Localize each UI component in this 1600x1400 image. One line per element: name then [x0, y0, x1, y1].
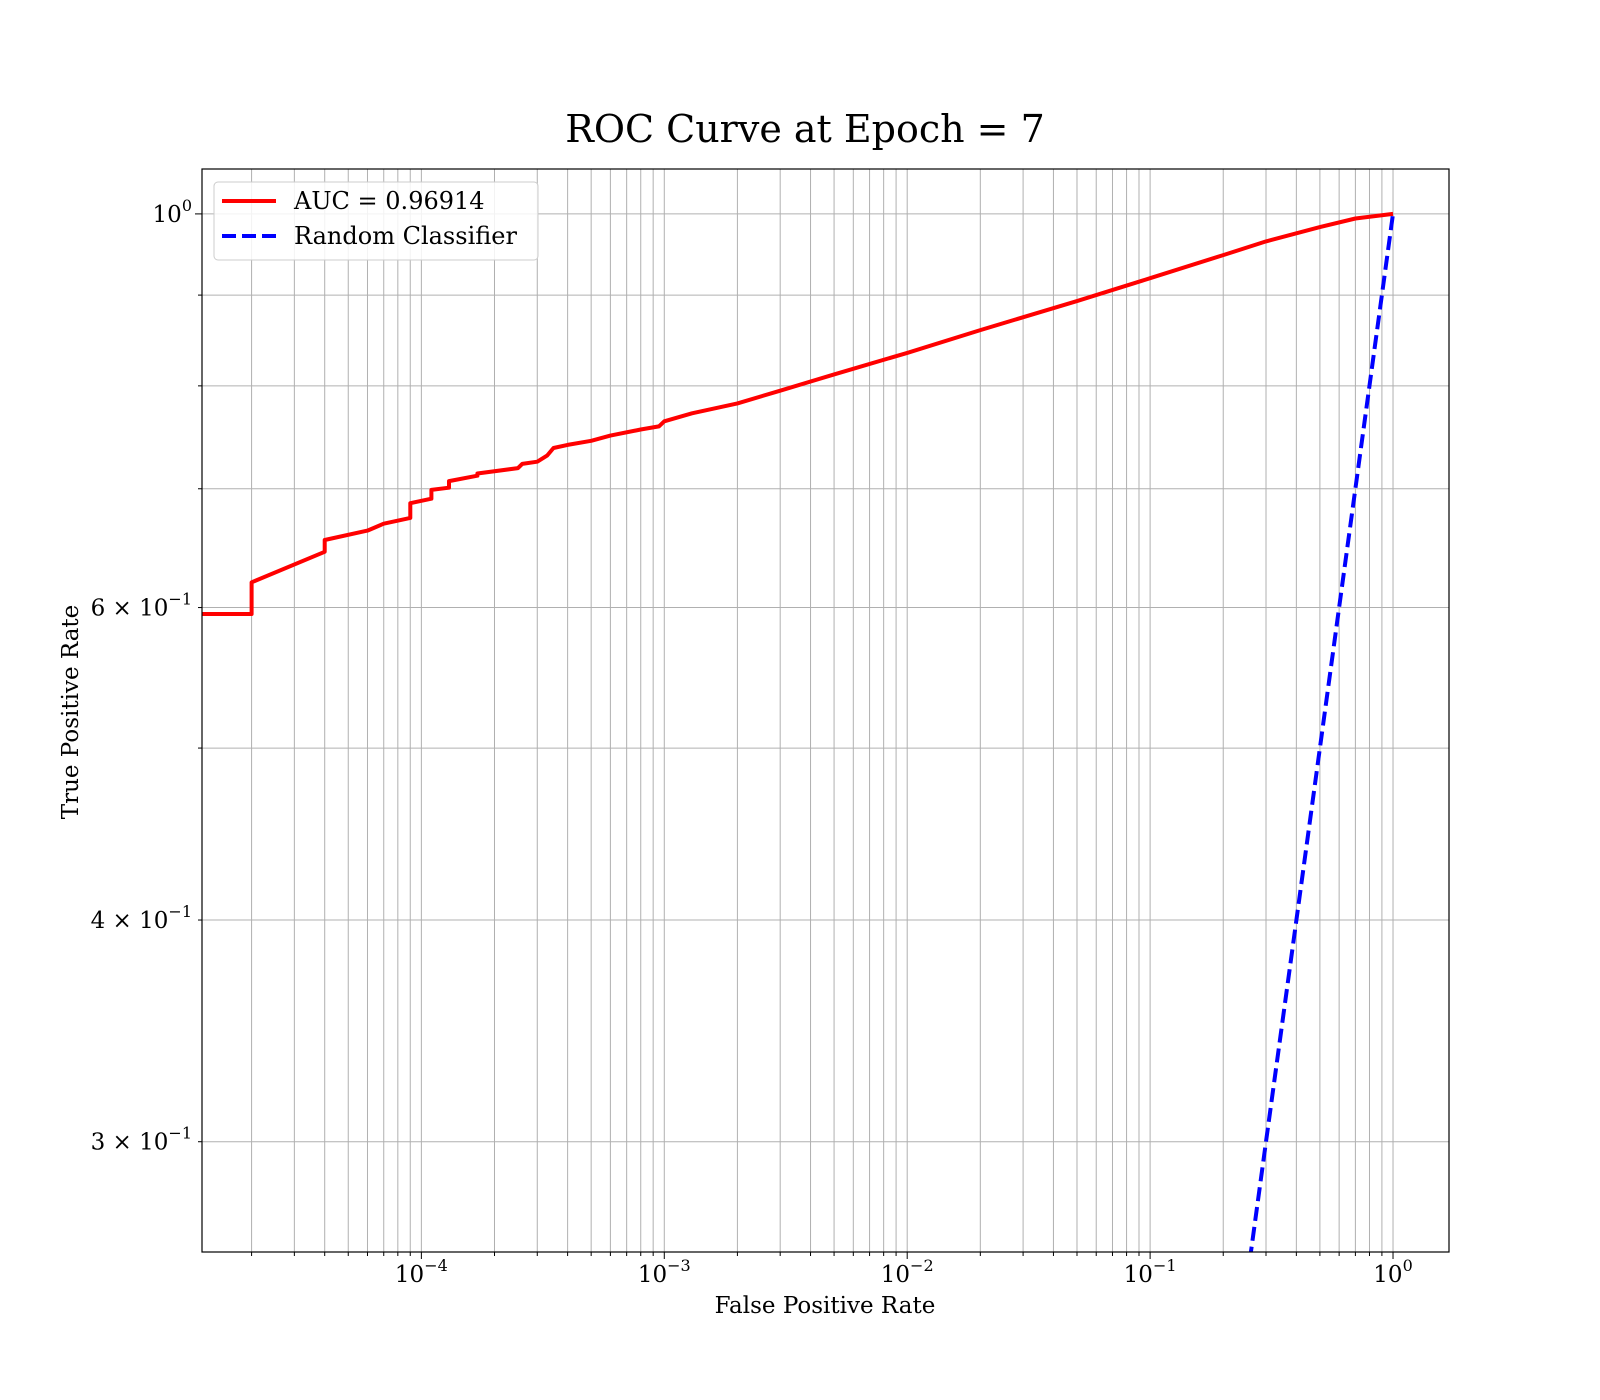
x-tick-label: 10−3 — [638, 1256, 691, 1288]
y-axis-label: True Positive Rate — [58, 605, 84, 820]
x-tick-label: 10−2 — [881, 1256, 934, 1288]
y-tick-label: 6 × 10−1 — [91, 590, 192, 622]
x-tick-label: 10−1 — [1124, 1256, 1177, 1288]
y-ticks: 100 6 × 10−1 4 × 10−1 3 × 10−1 — [91, 196, 202, 1156]
legend: AUC = 0.96914 Random Classifier — [213, 181, 539, 261]
x-tick-label: 100 — [1373, 1256, 1412, 1288]
y-tick-label: 3 × 10−1 — [91, 1124, 192, 1156]
legend-box — [213, 181, 539, 261]
series-layer — [202, 211, 1395, 1252]
chart-title: ROC Curve at Epoch = 7 — [565, 107, 1045, 151]
x-tick-label: 10−4 — [395, 1256, 448, 1288]
legend-label-random: Random Classifier — [294, 222, 517, 250]
grid — [202, 169, 1449, 1252]
roc-curve-line — [202, 211, 1394, 616]
y-tick-label: 100 — [153, 196, 192, 228]
plot-frame — [201, 168, 1450, 1253]
random-classifier-line — [1248, 213, 1395, 1252]
legend-label-auc: AUC = 0.96914 — [293, 187, 485, 215]
y-tick-label: 4 × 10−1 — [91, 902, 192, 934]
x-ticks: 10−4 10−3 10−2 10−1 100 — [251, 1252, 1413, 1288]
x-axis-label: False Positive Rate — [715, 1293, 936, 1319]
